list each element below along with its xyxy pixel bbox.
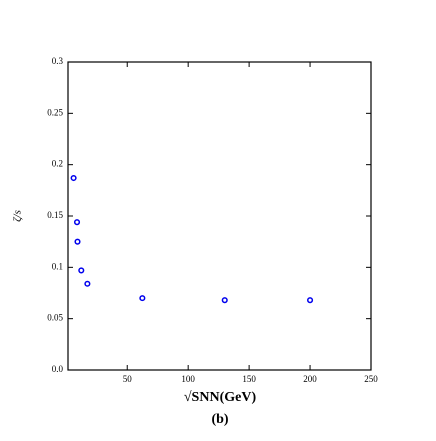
point (78, 267, 85, 274)
x-tick-label: 150 (242, 374, 256, 384)
point (221, 297, 228, 304)
plot-frame (67, 61, 372, 371)
y-tick-label: 0.25 (47, 107, 63, 117)
point (74, 238, 81, 245)
x-axis-title: √SNN(GeV) (184, 390, 257, 405)
y-tick-label: 0.2 (52, 159, 63, 169)
x-tick-label: 250 (364, 374, 378, 384)
x-tick-label: 100 (181, 374, 195, 384)
y-tick-label: 0.15 (47, 210, 63, 220)
y-tick-label: 0.3 (52, 56, 64, 66)
point (84, 280, 91, 287)
point (73, 219, 81, 226)
y-tick-label: 0.1 (52, 261, 63, 271)
point (307, 297, 314, 304)
point (139, 295, 146, 302)
caption: (b) (211, 412, 228, 427)
y-axis-title: ζ/s (12, 210, 24, 222)
point (70, 174, 77, 182)
x-tick-label: 50 (123, 374, 133, 384)
y-tick-label: 0.05 (47, 313, 63, 323)
y-tick-label: 0.0 (52, 364, 64, 374)
x-tick-label: 200 (303, 374, 317, 384)
